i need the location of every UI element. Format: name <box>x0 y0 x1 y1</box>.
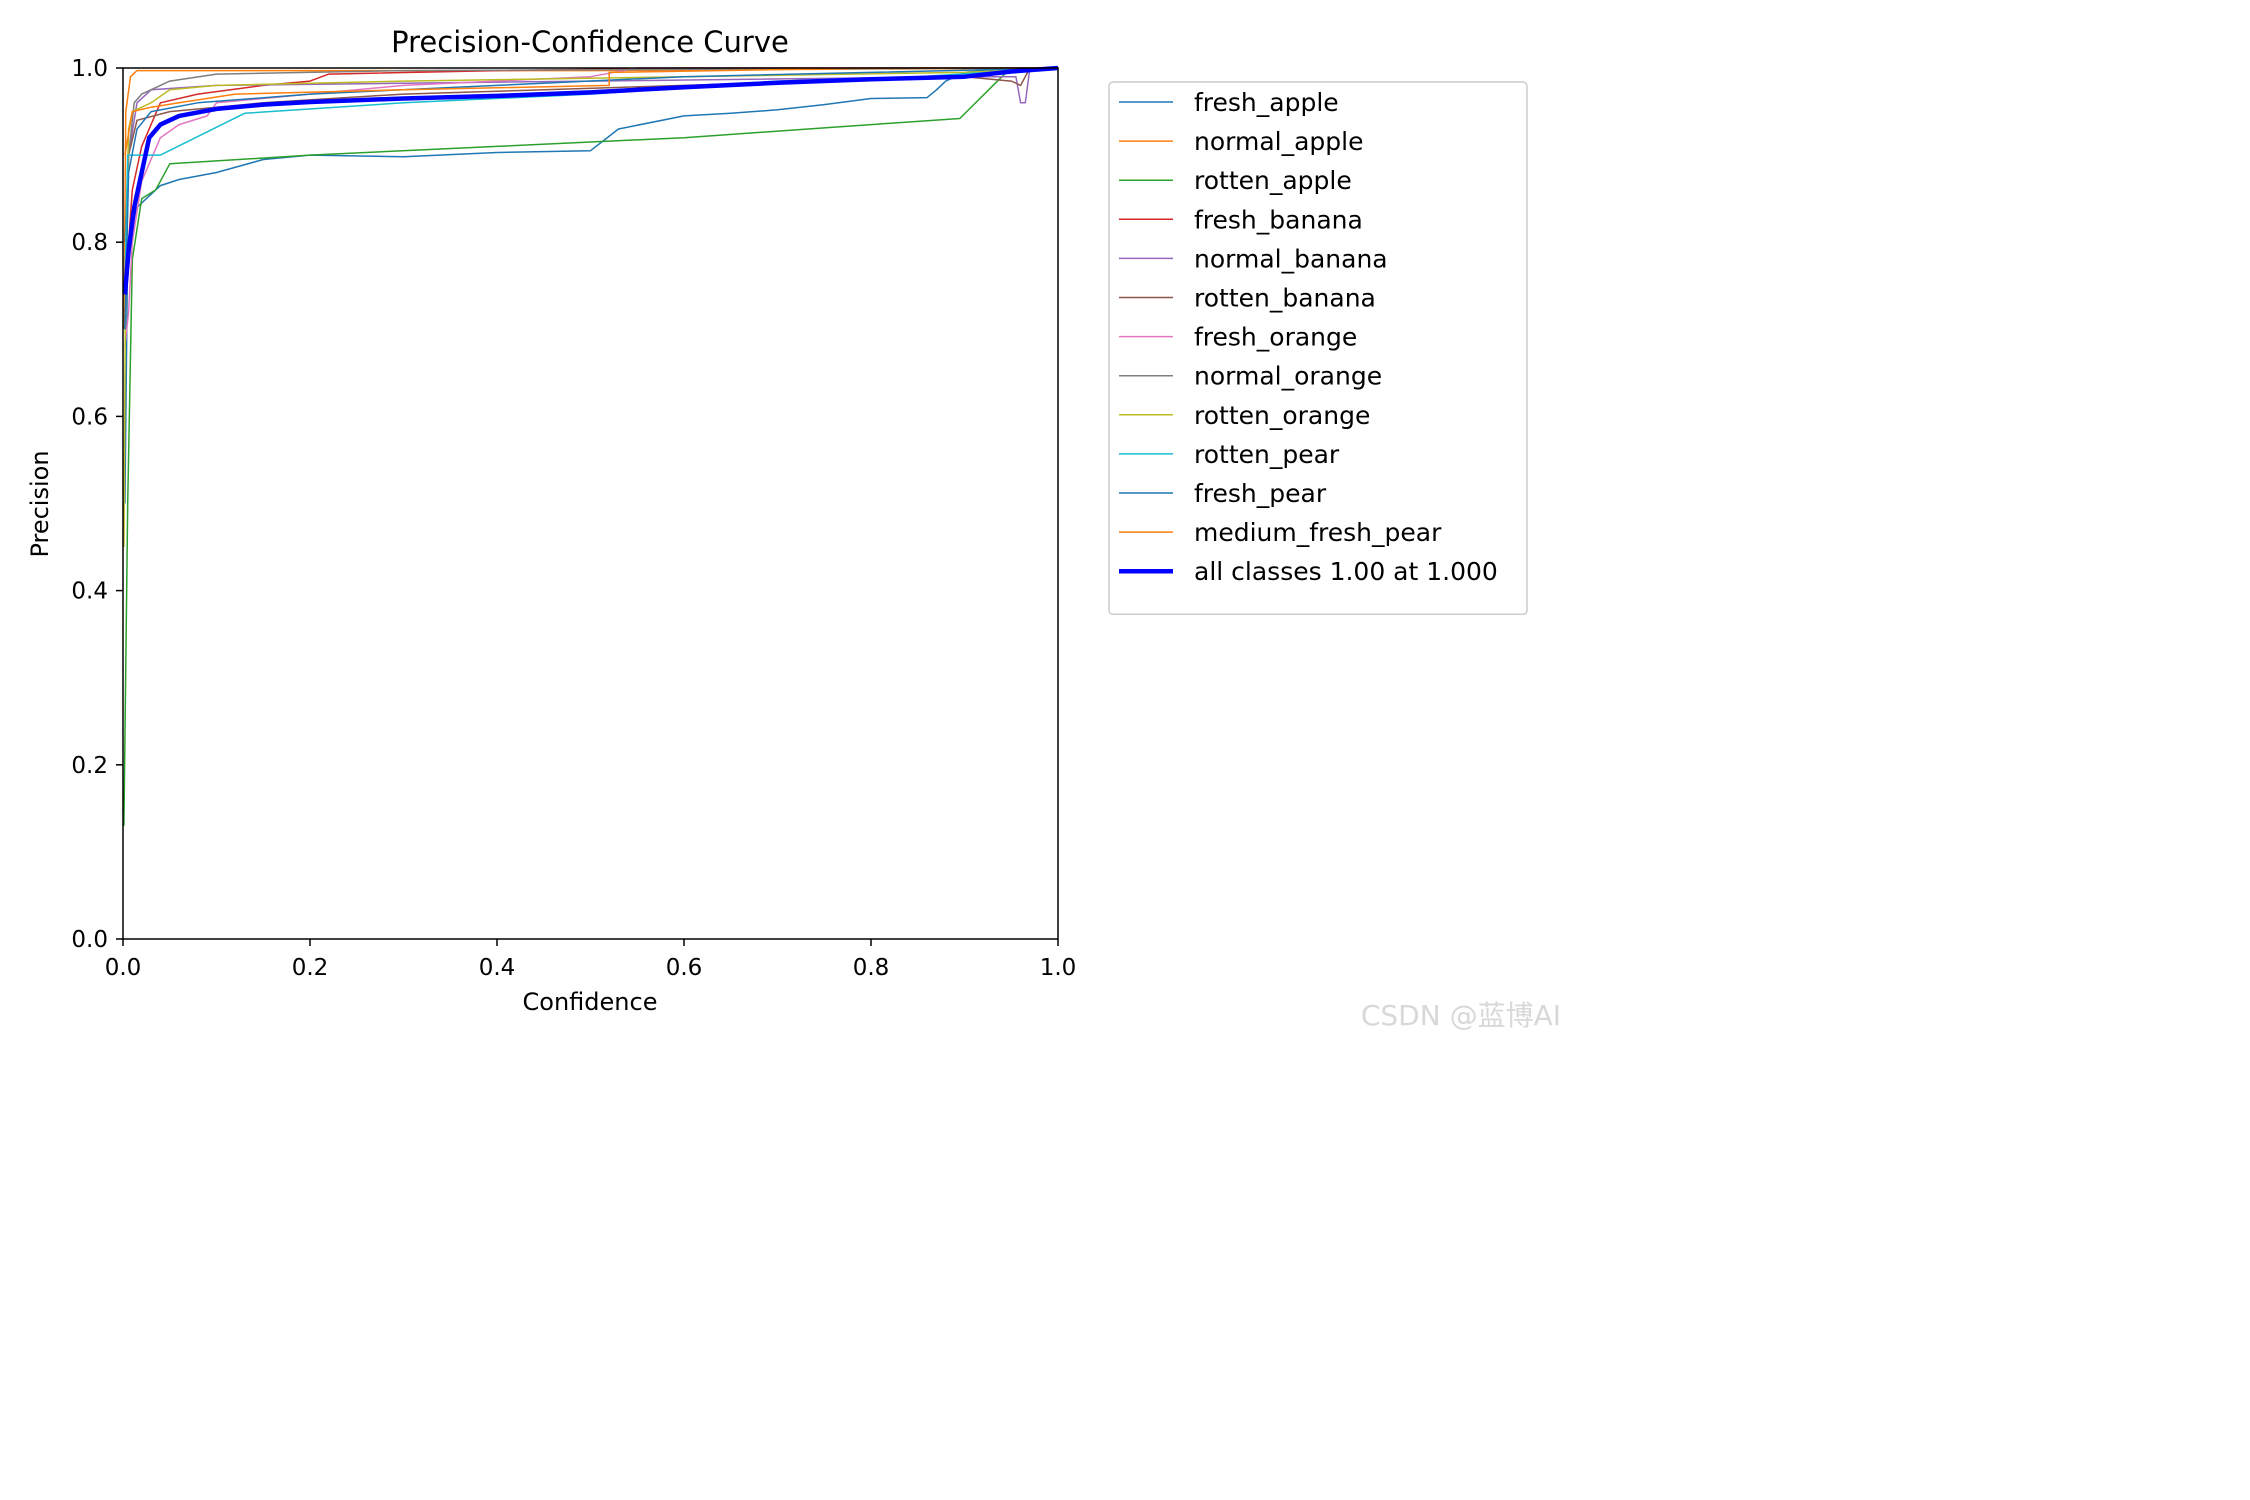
x-tick-label: 0.6 <box>666 955 703 981</box>
plot-frame <box>122 67 1059 940</box>
series-line-fresh-pear <box>124 67 1059 330</box>
legend-label: fresh_banana <box>1194 205 1363 234</box>
x-tick-label: 0.0 <box>105 955 142 981</box>
series-line-fresh-apple <box>124 67 1058 504</box>
legend-label: rotten_orange <box>1194 401 1370 430</box>
x-tick-label: 0.8 <box>853 955 890 981</box>
y-tick-label: 0.2 <box>71 753 108 779</box>
series-line-rotten-banana <box>124 67 1058 243</box>
precision-confidence-chart: Precision-Confidence Curve 0.0 0.2 0.4 0.6 0… <box>26 25 1528 1016</box>
series-line-normal-orange <box>124 67 1059 330</box>
legend-label: normal_orange <box>1194 362 1382 391</box>
series-line-medium-fresh-pear <box>124 67 1058 156</box>
x-tick-label: 1.0 <box>1040 955 1077 981</box>
legend-label: fresh_pear <box>1194 479 1327 508</box>
series-line-normal-apple <box>123 67 1059 330</box>
series-line-all-classes-1-00-at-1-000 <box>122 65 1059 295</box>
legend-label: rotten_apple <box>1194 166 1352 195</box>
y-tick-label: 0.6 <box>71 404 108 430</box>
watermark: CSDN @蓝博AI <box>1360 999 1561 1032</box>
legend: fresh_apple normal_apple rotten_applefresh… <box>1108 81 1528 616</box>
legend-label: fresh_apple <box>1194 88 1339 117</box>
series-line-rotten-pear <box>124 67 1059 286</box>
legend-label: normal_apple <box>1194 127 1363 156</box>
x-tick-label: 0.4 <box>479 955 516 981</box>
chart-title: Precision-Confidence Curve <box>391 25 789 59</box>
y-tick-label: 0.8 <box>71 230 108 256</box>
x-axis-label: Confidence <box>523 988 658 1016</box>
axis-ticks: 0.0 0.2 0.4 0.6 0.8 1.0 0.0 0.2 0.4 0.6 0.8 1.0 <box>71 56 1076 981</box>
legend-label: rotten_banana <box>1194 284 1376 313</box>
legend-label: rotten_pear <box>1194 440 1340 469</box>
legend-label: normal_banana <box>1194 244 1388 273</box>
legend-label: fresh_orange <box>1194 323 1357 352</box>
y-tick-label: 0.4 <box>71 579 108 605</box>
series-line-normal-banana <box>124 67 1058 330</box>
series-line-fresh-orange <box>124 67 1058 347</box>
legend-box <box>1108 81 1528 616</box>
legend-label: all classes 1.00 at 1.000 <box>1194 557 1498 586</box>
x-tick-label: 0.2 <box>292 955 329 981</box>
legend-label: medium_fresh_pear <box>1194 518 1442 547</box>
series-line-rotten-apple <box>123 67 1058 826</box>
y-tick-label: 1.0 <box>71 56 108 82</box>
y-tick-label: 0.0 <box>71 927 108 953</box>
plot-lines <box>122 65 1059 826</box>
series-line-rotten-orange <box>123 67 1059 548</box>
y-axis-label: Precision <box>26 450 54 557</box>
